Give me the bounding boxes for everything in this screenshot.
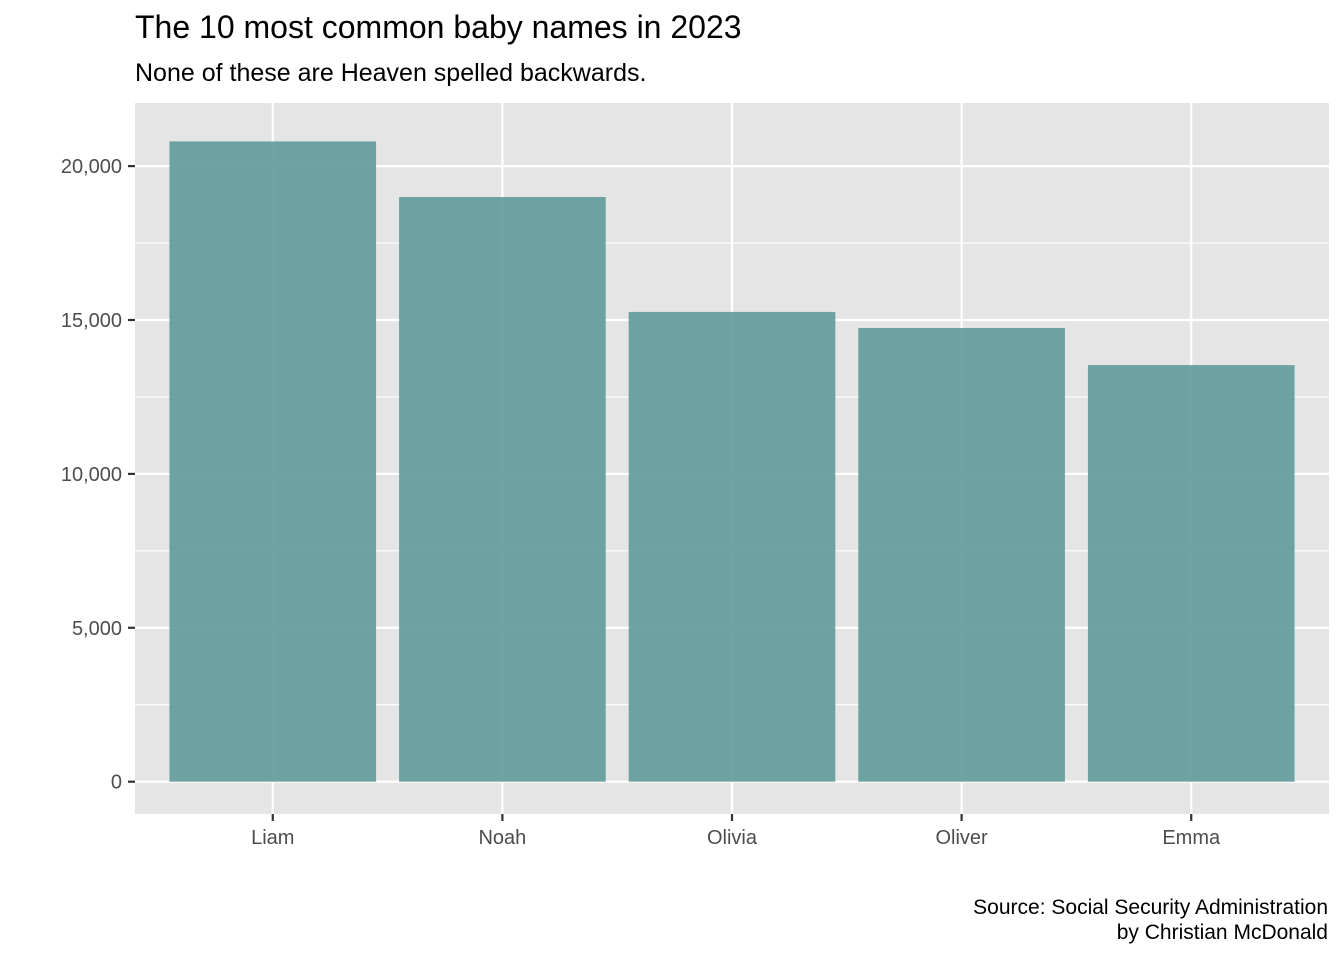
bars — [169, 141, 1295, 782]
bar-noah — [399, 197, 606, 782]
caption-source: Source: Social Security Administration — [973, 896, 1328, 919]
x-tick-label: Emma — [1162, 827, 1221, 849]
x-tick-label: Olivia — [707, 827, 758, 849]
x-axis: Liam Noah Olivia Oliver Emma — [251, 814, 1221, 849]
y-tick-label: 0 — [111, 772, 122, 794]
y-axis: 0 5,000 10,000 15,000 20,000 — [61, 156, 135, 794]
y-tick-label: 5,000 — [72, 618, 122, 640]
chart-title: The 10 most common baby names in 2023 — [135, 9, 742, 45]
bar-emma — [1087, 365, 1295, 782]
x-tick-label: Liam — [251, 827, 294, 849]
bar-liam — [169, 141, 377, 782]
x-tick-label: Noah — [478, 827, 526, 849]
y-tick-label: 15,000 — [61, 310, 122, 332]
bar-oliver — [858, 327, 1065, 782]
x-tick-label: Oliver — [935, 827, 988, 849]
bar-olivia — [628, 311, 836, 782]
y-tick-label: 10,000 — [61, 464, 122, 486]
caption-author: by Christian McDonald — [1116, 921, 1328, 944]
chart-caption: Source: Social Security Administration b… — [973, 895, 1328, 945]
y-tick-label: 20,000 — [61, 156, 122, 178]
chart-subtitle: None of these are Heaven spelled backwar… — [135, 59, 647, 87]
